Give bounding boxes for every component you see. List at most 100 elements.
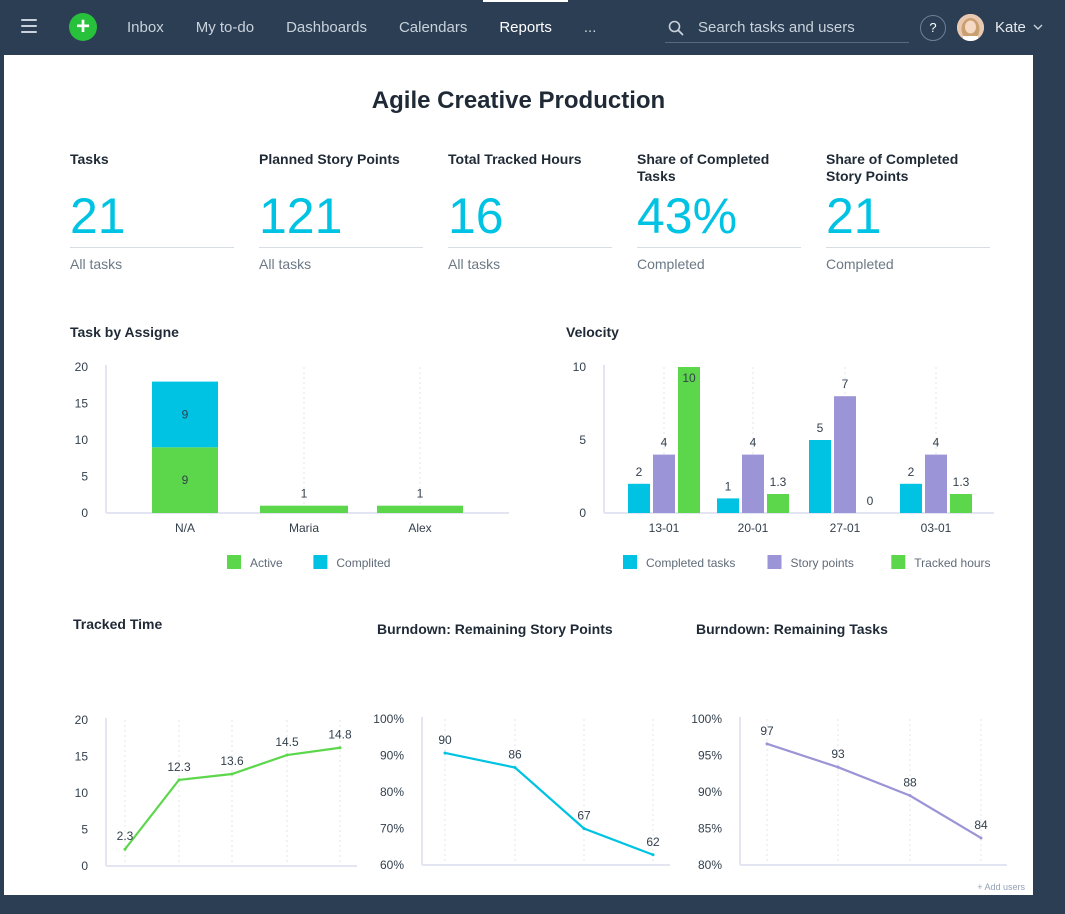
x-tick-label: Maria (289, 521, 319, 535)
data-label: 4 (661, 436, 668, 450)
x-tick-label: 03-01 (921, 521, 952, 535)
x-tick-label: 27-01 (830, 521, 861, 535)
data-label: 97 (760, 724, 774, 738)
data-point (908, 794, 912, 798)
avatar-photo (957, 14, 984, 41)
data-label: 1 (417, 487, 424, 501)
legend-label: Active (250, 556, 283, 570)
legend-swatch (227, 555, 241, 569)
data-label: 5 (817, 421, 824, 435)
y-tick-label: 85% (698, 822, 722, 836)
legend-swatch (313, 555, 328, 569)
bar (152, 381, 218, 448)
y-tick-label: 10 (75, 786, 89, 800)
top-bar: + Inbox My to-do Dashboards Calendars Re… (0, 0, 1065, 55)
data-point (979, 836, 983, 840)
tracked-time-chart: 051015202.312.313.614.514.81/91/151/161/… (75, 713, 357, 870)
series-line (444, 751, 654, 856)
user-name[interactable]: Kate (995, 19, 1026, 36)
kpi-label: Share of Completed Tasks (637, 151, 770, 184)
y-tick-label: 60% (380, 858, 404, 870)
chart-title-assignee: Task by Assigne (70, 324, 179, 340)
legend-label: Story points (791, 556, 854, 570)
kpi-tasks: Tasks 21 All tasks (70, 151, 234, 272)
data-label: 1 (725, 479, 732, 493)
task-by-assignee-chart: 0 5 10 15 20 9 9 N/A 1 Maria 1 Alex Active Complited (75, 360, 509, 570)
x-tick-label: N/A (175, 521, 195, 535)
series-line (766, 742, 982, 839)
legend-label: Tracked hours (914, 556, 990, 570)
y-tick-label: 5 (81, 470, 88, 484)
legend-label: Completed tasks (646, 556, 735, 570)
page-title: Agile Creative Production (371, 87, 666, 114)
nav-my-todo[interactable]: My to-do (195, 19, 255, 36)
data-label: 93 (831, 747, 845, 761)
divider (637, 247, 801, 248)
chevron-down-icon[interactable] (1033, 23, 1043, 31)
legend-swatch (767, 555, 782, 569)
kpi-subtitle: All tasks (259, 256, 312, 272)
nav-inbox[interactable]: Inbox (127, 19, 164, 36)
data-label: 13.6 (220, 754, 244, 768)
bar (809, 440, 831, 513)
avatar[interactable] (957, 14, 984, 41)
y-tick-label: 20 (75, 360, 89, 374)
data-point (230, 772, 234, 776)
data-point (765, 742, 769, 746)
kpi-planned-story-points: Planned Story Points 121 All tasks (259, 151, 423, 272)
data-point (443, 751, 447, 755)
kpi-subtitle: All tasks (70, 256, 123, 272)
add-plus-icon[interactable]: + (69, 13, 97, 41)
legend-swatch (891, 555, 906, 569)
data-label: 14.5 (275, 735, 299, 749)
bar (628, 483, 650, 513)
y-tick-label: 0 (81, 506, 88, 520)
data-label: 1.3 (953, 475, 970, 489)
y-tick-label: 10 (75, 433, 89, 447)
burndown-tasks-chart: 80%85%90%95%100%979388841/171/201/312/05… (691, 712, 1007, 870)
add-users-link[interactable]: + Add users (977, 882, 1025, 892)
y-tick-label: 20 (75, 713, 89, 727)
bar (653, 454, 675, 513)
data-label: 0 (867, 494, 874, 508)
divider (259, 247, 423, 248)
data-label: 9 (182, 407, 189, 421)
data-label: 9 (182, 473, 189, 487)
data-label: 10 (682, 371, 696, 385)
divider (448, 247, 612, 248)
nav-reports[interactable]: Reports (483, 0, 568, 55)
kpi-label: Planned Story Points (259, 151, 400, 167)
bar (950, 494, 972, 513)
hamburger-menu-icon[interactable] (21, 19, 37, 33)
x-tick-label: 13-01 (649, 521, 680, 535)
y-tick-label: 90% (380, 749, 404, 763)
burndown-story-points-chart: 60%70%80%90%100%908667621/171/201/312/05… (373, 712, 670, 870)
data-label: 67 (577, 809, 591, 823)
bar (834, 396, 856, 513)
data-label: 86 (508, 748, 522, 762)
search-input[interactable]: Search tasks and users (665, 14, 909, 43)
help-button[interactable]: ? (920, 15, 946, 41)
velocity-chart: 0 5 10 2 4 10 13-01 1 4 1.3 20-01 5 7 0 27-01 2 4 1.3 03-0… (573, 360, 994, 570)
search-icon (668, 20, 684, 36)
data-label: 2 (636, 465, 643, 479)
y-tick-label: 5 (579, 433, 586, 447)
bar (152, 447, 218, 513)
nav-more[interactable]: ... (583, 19, 597, 36)
nav-calendars[interactable]: Calendars (398, 19, 468, 36)
y-tick-label: 0 (579, 506, 586, 520)
nav-dashboards[interactable]: Dashboards (286, 19, 367, 36)
kpi-subtitle: Completed (826, 256, 894, 272)
data-point (177, 778, 181, 782)
data-label: 88 (903, 776, 917, 790)
x-tick-label: Alex (408, 521, 431, 535)
bar (900, 483, 922, 513)
data-label: 1 (301, 487, 308, 501)
data-point (651, 853, 655, 857)
y-tick-label: 0 (81, 859, 88, 870)
data-label: 7 (842, 377, 849, 391)
chart-title-velocity: Velocity (566, 324, 619, 340)
y-tick-label: 100% (691, 712, 722, 726)
kpi-value: 21 (70, 188, 126, 244)
y-tick-label: 80% (698, 858, 722, 870)
